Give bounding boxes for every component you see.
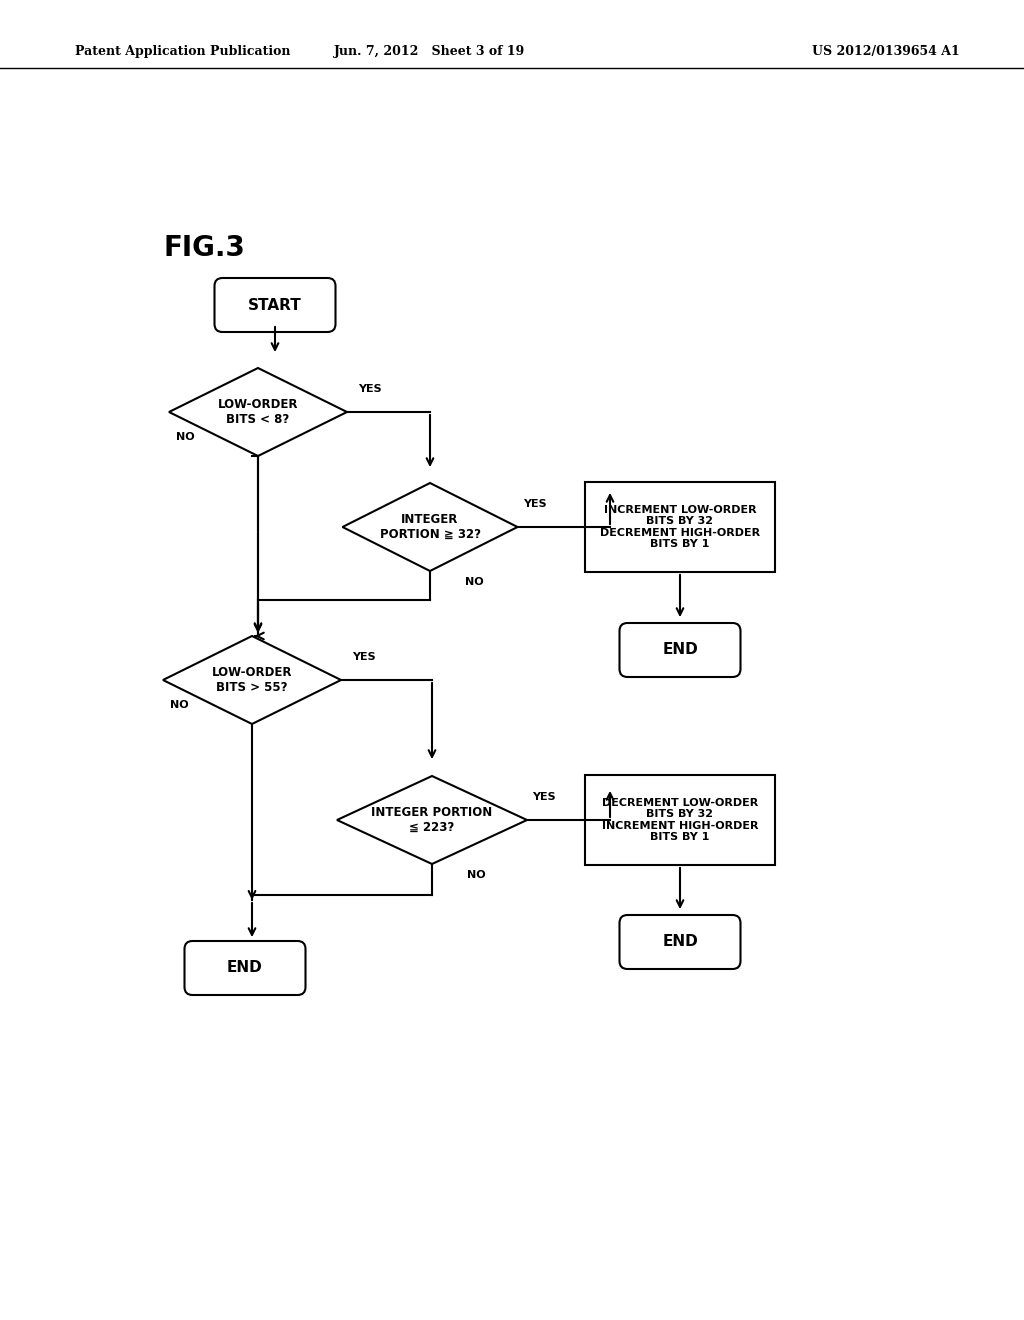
- Text: YES: YES: [523, 499, 547, 510]
- Bar: [585, 775, 775, 865]
- Text: END: END: [227, 961, 263, 975]
- FancyBboxPatch shape: [184, 941, 305, 995]
- Text: YES: YES: [358, 384, 382, 393]
- Polygon shape: [169, 368, 347, 455]
- Text: INCREMENT LOW-ORDER
BITS BY 32
DECREMENT HIGH-ORDER
BITS BY 1: INCREMENT LOW-ORDER BITS BY 32 DECREMENT…: [600, 504, 760, 549]
- Text: NO: NO: [170, 700, 188, 710]
- Text: LOW-ORDER
BITS < 8?: LOW-ORDER BITS < 8?: [218, 399, 298, 426]
- Text: Jun. 7, 2012   Sheet 3 of 19: Jun. 7, 2012 Sheet 3 of 19: [335, 45, 525, 58]
- Text: NO: NO: [467, 870, 485, 880]
- Polygon shape: [342, 483, 517, 572]
- Text: LOW-ORDER
BITS > 55?: LOW-ORDER BITS > 55?: [212, 667, 292, 694]
- Text: NO: NO: [176, 432, 195, 442]
- Text: Patent Application Publication: Patent Application Publication: [75, 45, 291, 58]
- Text: START: START: [248, 297, 302, 313]
- Polygon shape: [163, 636, 341, 723]
- Text: DECREMENT LOW-ORDER
BITS BY 32
INCREMENT HIGH-ORDER
BITS BY 1: DECREMENT LOW-ORDER BITS BY 32 INCREMENT…: [602, 797, 758, 842]
- FancyBboxPatch shape: [620, 623, 740, 677]
- Text: END: END: [663, 935, 698, 949]
- Polygon shape: [337, 776, 527, 865]
- Text: FIG.3: FIG.3: [163, 234, 245, 261]
- Text: END: END: [663, 643, 698, 657]
- Text: INTEGER PORTION
≦ 223?: INTEGER PORTION ≦ 223?: [372, 807, 493, 834]
- Text: INTEGER
PORTION ≧ 32?: INTEGER PORTION ≧ 32?: [380, 513, 480, 541]
- Text: YES: YES: [352, 652, 376, 663]
- FancyBboxPatch shape: [620, 915, 740, 969]
- FancyBboxPatch shape: [214, 279, 336, 333]
- Bar: [585, 482, 775, 572]
- Text: US 2012/0139654 A1: US 2012/0139654 A1: [812, 45, 961, 58]
- Text: NO: NO: [465, 577, 483, 587]
- Text: YES: YES: [532, 792, 556, 803]
